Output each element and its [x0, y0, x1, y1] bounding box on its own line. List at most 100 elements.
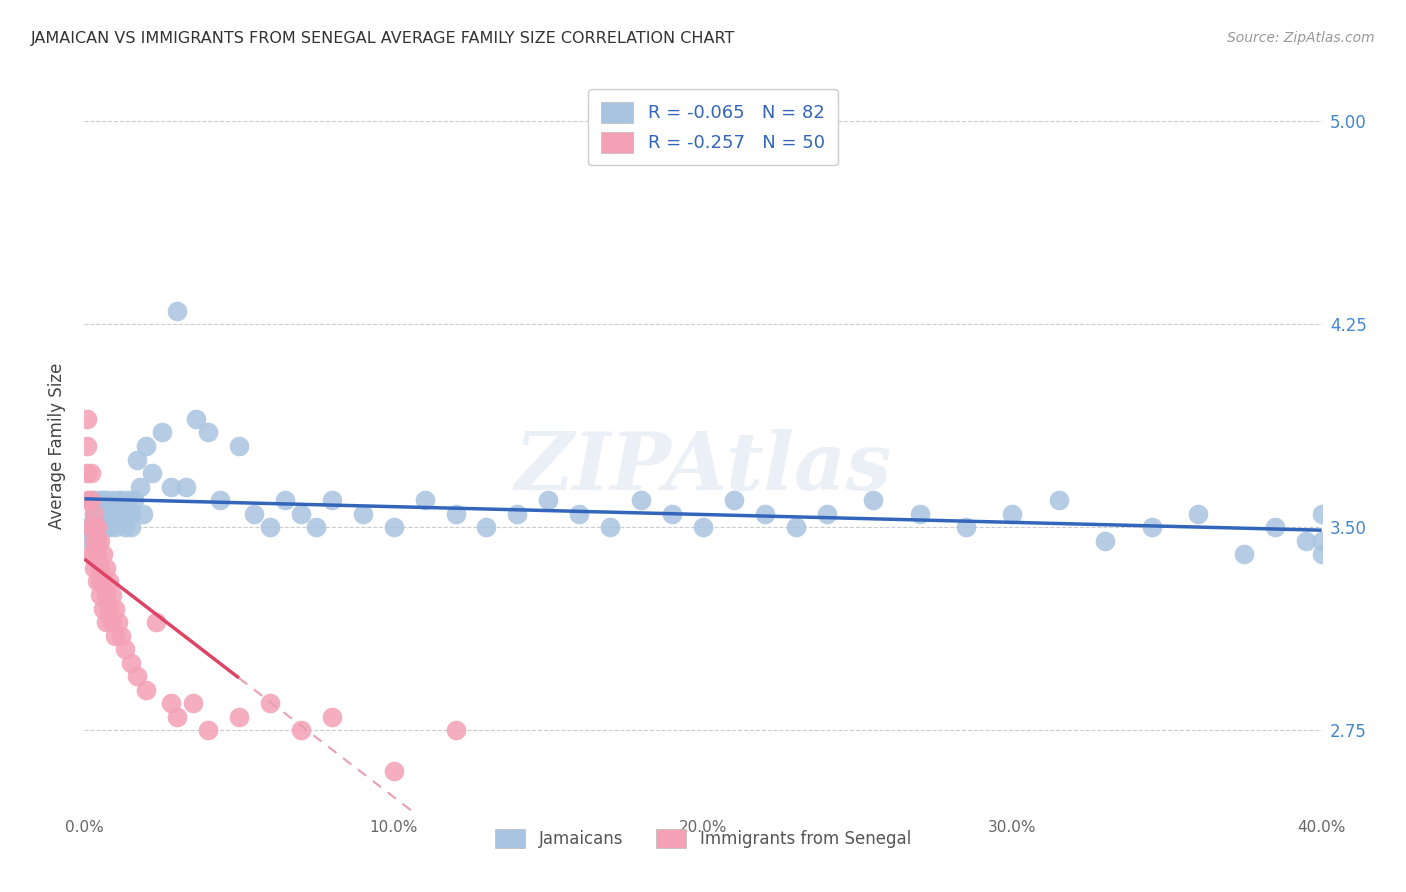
Point: [86, 574, 108, 589]
Point: [89, 520, 111, 534]
Point: [141, 466, 163, 480]
Point: [382, 520, 405, 534]
Point: [1187, 507, 1209, 521]
Point: [1047, 493, 1070, 508]
Point: [86, 533, 108, 548]
Point: [305, 520, 328, 534]
Point: [104, 520, 127, 534]
Point: [692, 520, 714, 534]
Point: [444, 507, 467, 521]
Point: [76, 466, 98, 480]
Point: [94, 561, 117, 575]
Point: [181, 697, 204, 711]
Point: [145, 615, 167, 629]
Point: [132, 507, 155, 521]
Point: [259, 697, 281, 711]
Point: [135, 682, 157, 697]
Point: [89, 588, 111, 602]
Point: [862, 493, 884, 508]
Point: [86, 547, 108, 561]
Point: [955, 520, 977, 534]
Point: [94, 588, 117, 602]
Point: [122, 493, 145, 508]
Point: [114, 507, 136, 521]
Point: [908, 507, 931, 521]
Point: [94, 615, 117, 629]
Point: [76, 412, 98, 426]
Point: [76, 439, 98, 453]
Point: [1233, 547, 1256, 561]
Point: [110, 629, 132, 643]
Point: [91, 574, 114, 589]
Point: [94, 507, 117, 521]
Point: [599, 520, 621, 534]
Point: [83, 493, 105, 508]
Point: [110, 507, 132, 521]
Point: [475, 520, 498, 534]
Point: [89, 574, 111, 589]
Point: [1140, 520, 1163, 534]
Point: [160, 697, 183, 711]
Point: [321, 710, 343, 724]
Point: [86, 507, 108, 521]
Point: [160, 480, 183, 494]
Point: [83, 520, 105, 534]
Point: [79, 520, 101, 534]
Point: [723, 493, 745, 508]
Point: [135, 439, 157, 453]
Point: [91, 601, 114, 615]
Point: [243, 507, 266, 521]
Point: [129, 480, 152, 494]
Point: [76, 493, 98, 508]
Point: [76, 520, 98, 534]
Point: [209, 493, 232, 508]
Point: [98, 507, 121, 521]
Point: [89, 507, 111, 521]
Point: [79, 493, 101, 508]
Point: [98, 520, 121, 534]
Point: [537, 493, 560, 508]
Point: [107, 493, 129, 508]
Text: Source: ZipAtlas.com: Source: ZipAtlas.com: [1227, 31, 1375, 45]
Point: [104, 629, 127, 643]
Point: [89, 533, 111, 548]
Text: ZIPAtlas: ZIPAtlas: [515, 429, 891, 507]
Point: [1310, 547, 1333, 561]
Point: [290, 507, 312, 521]
Point: [91, 547, 114, 561]
Point: [114, 520, 136, 534]
Point: [83, 547, 105, 561]
Point: [754, 507, 776, 521]
Point: [104, 601, 127, 615]
Point: [104, 507, 127, 521]
Point: [101, 588, 124, 602]
Point: [352, 507, 374, 521]
Point: [86, 533, 108, 548]
Point: [91, 507, 114, 521]
Point: [94, 520, 117, 534]
Point: [86, 520, 108, 534]
Point: [1310, 533, 1333, 548]
Point: [1295, 533, 1317, 548]
Point: [79, 533, 101, 548]
Point: [166, 303, 188, 318]
Point: [120, 520, 142, 534]
Point: [413, 493, 436, 508]
Point: [506, 507, 529, 521]
Point: [1310, 507, 1333, 521]
Point: [568, 507, 591, 521]
Point: [110, 493, 132, 508]
Point: [83, 533, 105, 548]
Point: [274, 493, 297, 508]
Point: [101, 507, 124, 521]
Point: [1001, 507, 1024, 521]
Legend: Jamaicans, Immigrants from Senegal: Jamaicans, Immigrants from Senegal: [485, 819, 921, 858]
Point: [89, 493, 111, 508]
Point: [79, 493, 101, 508]
Point: [120, 656, 142, 670]
Point: [79, 466, 101, 480]
Point: [197, 723, 219, 738]
Point: [86, 520, 108, 534]
Point: [83, 507, 105, 521]
Point: [89, 561, 111, 575]
